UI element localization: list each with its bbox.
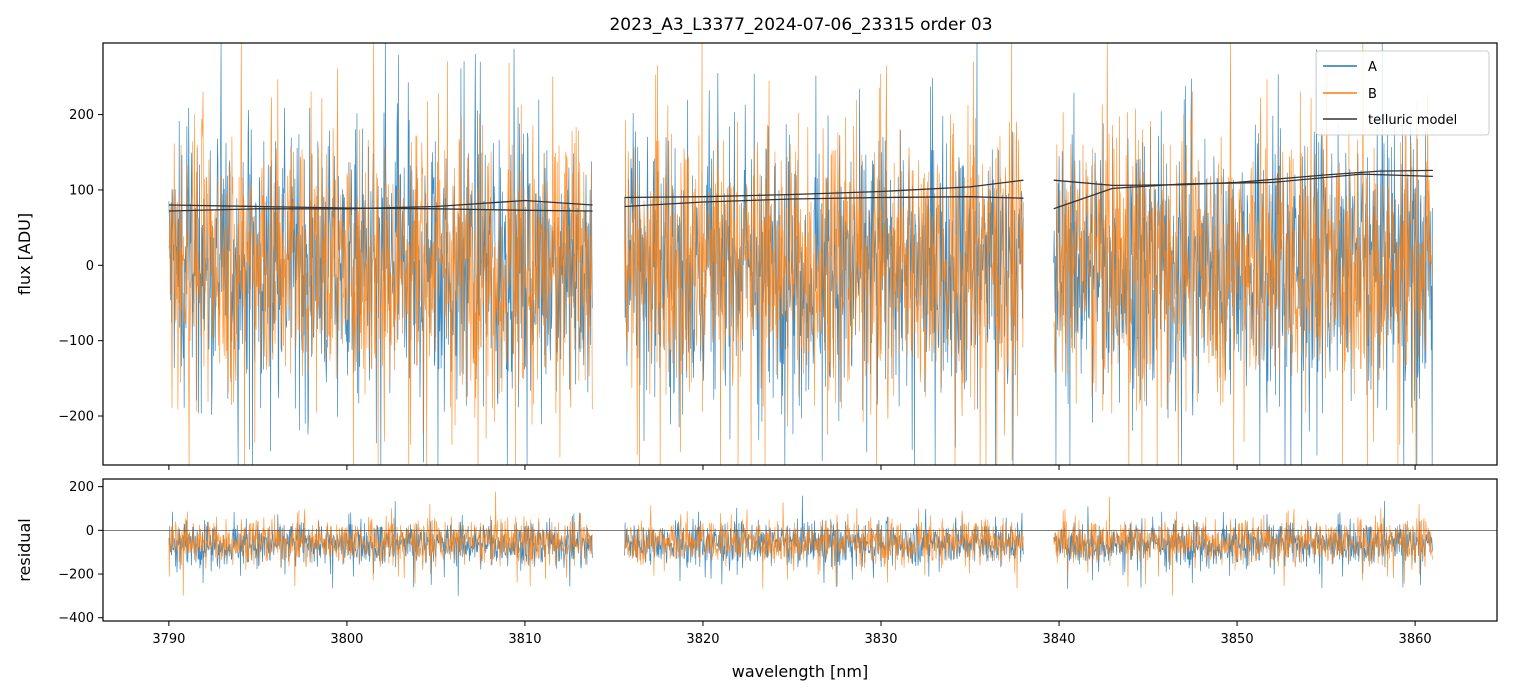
x-axis-label: wavelength [nm] bbox=[732, 662, 869, 681]
flux-y-tick-label: 100 bbox=[69, 183, 94, 198]
residual-y-tick-label: 0 bbox=[86, 524, 94, 539]
telluric-model-curve-1 bbox=[168, 204, 593, 212]
series-b-segment-1 bbox=[168, 491, 593, 596]
residual-data-layer bbox=[168, 491, 1433, 596]
telluric-model-curve-4 bbox=[624, 196, 1024, 208]
legend-label-a: A bbox=[1368, 60, 1377, 75]
telluric-model-curve-6 bbox=[1053, 173, 1433, 210]
residual-y-tick-label: −200 bbox=[58, 568, 94, 583]
flux-axes-frame bbox=[102, 42, 1498, 466]
residual-y-axis-label: residual bbox=[15, 518, 34, 581]
x-tick-label: 3830 bbox=[864, 632, 897, 647]
residual-x-ticks: 3790 3800 3810 3820 3830 3840 3850 3860 bbox=[152, 621, 1432, 647]
residual-y-tick-label: −400 bbox=[58, 611, 94, 626]
residual-y-tick-label: 200 bbox=[69, 480, 94, 495]
flux-y-ticks: −200 −100 0 100 200 bbox=[58, 108, 103, 425]
residual-panel: −400 −200 0 200 3790 3800 3810 3820 3830 3840 385… bbox=[15, 478, 1498, 647]
series-b-segment-1 bbox=[168, 43, 593, 465]
telluric-model-curve-2 bbox=[168, 199, 593, 212]
x-tick-label: 3800 bbox=[330, 632, 363, 647]
legend-label-b: B bbox=[1368, 87, 1377, 102]
x-tick-label: 3840 bbox=[1042, 632, 1075, 647]
flux-y-tick-label: 200 bbox=[69, 108, 94, 123]
flux-y-tick-label: 0 bbox=[86, 259, 94, 274]
legend-label-telluric-model: telluric model bbox=[1368, 113, 1457, 128]
residual-y-ticks: −400 −200 0 200 bbox=[58, 480, 103, 626]
flux-x-ticks bbox=[168, 465, 1416, 470]
flux-y-axis-label: flux [ADU] bbox=[15, 213, 34, 295]
x-tick-label: 3790 bbox=[152, 632, 185, 647]
telluric-model-layer bbox=[168, 169, 1433, 212]
series-b-segment-3 bbox=[1053, 496, 1433, 596]
flux-data-layer bbox=[168, 43, 1433, 465]
flux-y-tick-label: −100 bbox=[58, 334, 94, 349]
x-tick-label: 3860 bbox=[1399, 632, 1432, 647]
x-tick-label: 3850 bbox=[1221, 632, 1254, 647]
series-b-segment-3 bbox=[1053, 43, 1433, 465]
legend-box bbox=[1315, 50, 1490, 136]
x-tick-label: 3810 bbox=[508, 632, 541, 647]
telluric-model-curve-3 bbox=[624, 179, 1024, 199]
x-tick-label: 3820 bbox=[686, 632, 719, 647]
series-a-segment-3 bbox=[1053, 43, 1433, 465]
flux-panel: −200 −100 0 100 200 flux [ADU] bbox=[15, 42, 1498, 470]
flux-y-tick-label: −200 bbox=[58, 410, 94, 425]
legend: A B telluric model bbox=[1315, 50, 1490, 136]
series-b-segment-2 bbox=[624, 43, 1024, 465]
chart-title: 2023_A3_L3377_2024-07-06_23315 order 03 bbox=[609, 15, 992, 35]
residual-axes-frame bbox=[102, 478, 1498, 622]
